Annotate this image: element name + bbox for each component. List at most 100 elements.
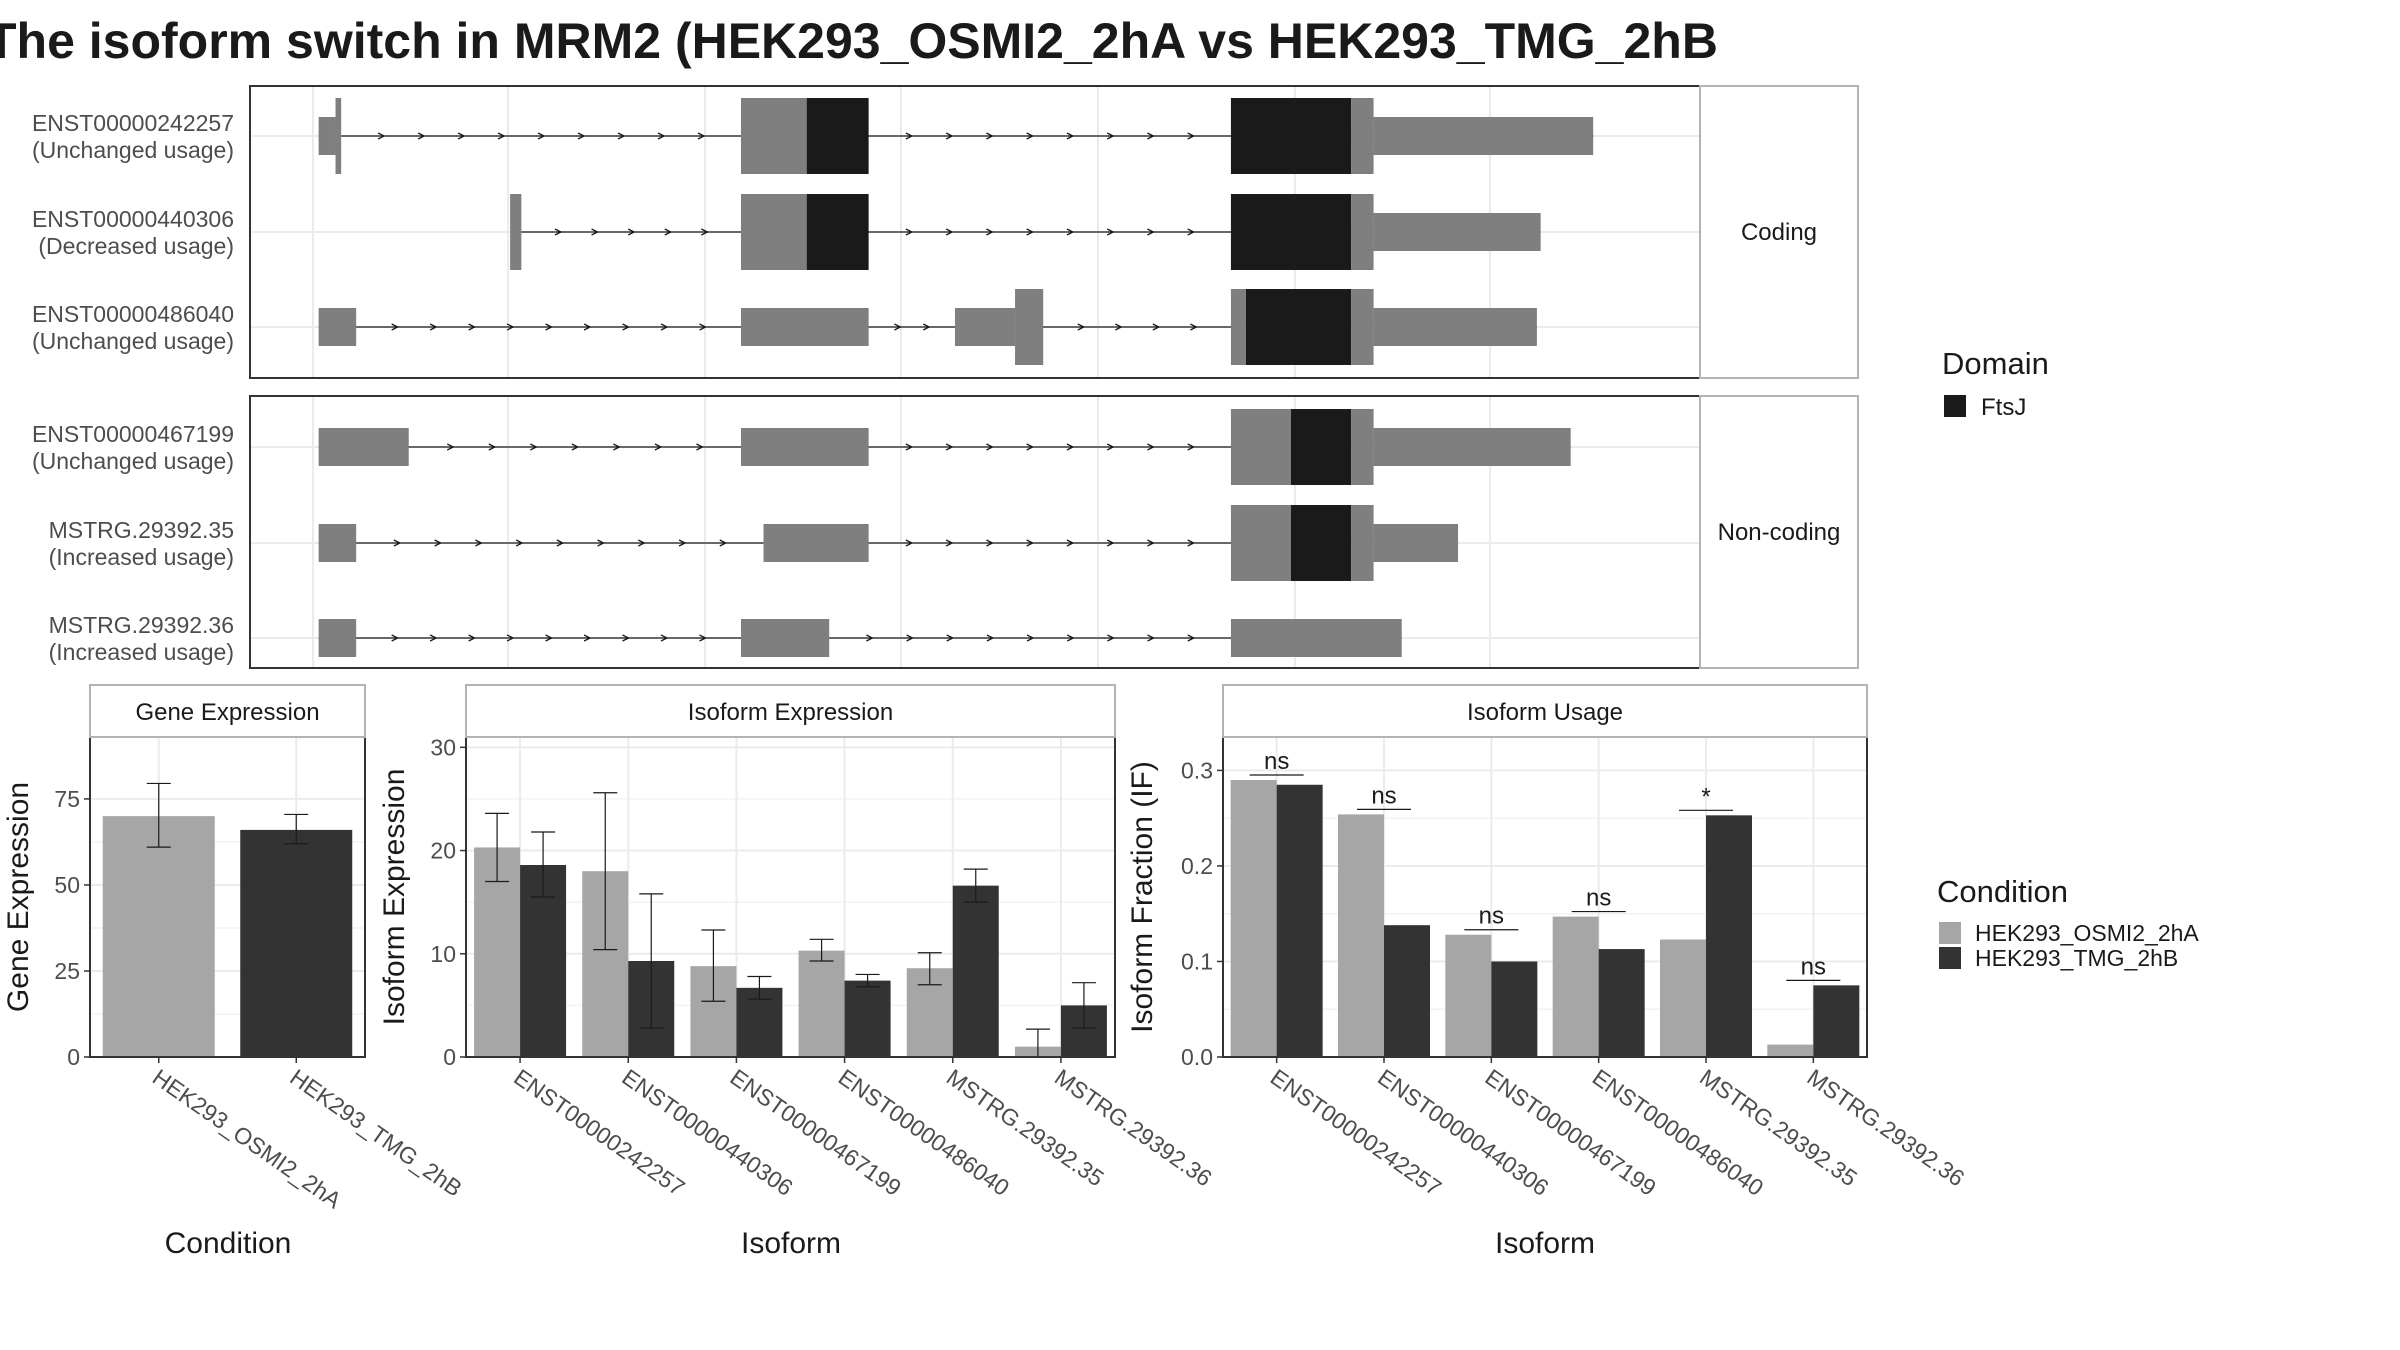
panel-strip — [465, 684, 1116, 738]
strand-arrow — [1106, 443, 1115, 451]
y-tick-label: 30 — [430, 734, 456, 760]
y-tick-label: 0 — [67, 1044, 80, 1070]
strand-arrow — [468, 323, 477, 331]
strand-arrow — [719, 539, 728, 547]
exon-block — [318, 619, 357, 657]
exon-block — [954, 308, 1016, 346]
exon-block — [763, 524, 869, 562]
strand-arrow — [922, 323, 931, 331]
transcript-id: MSTRG.29392.35 — [49, 517, 234, 543]
strand-arrow — [468, 634, 477, 642]
y-tick-label: 0.3 — [1181, 757, 1213, 783]
strand-arrow — [488, 443, 497, 451]
y-tick-label: 0 — [443, 1044, 456, 1070]
exon-block — [1351, 194, 1374, 270]
legend-label: HEK293_TMG_2hB — [1975, 945, 2178, 971]
strand-arrow — [905, 443, 914, 451]
strand-arrow — [391, 634, 400, 642]
strand-arrow — [429, 634, 438, 642]
strand-arrow — [1190, 323, 1198, 331]
strand-arrow — [1187, 228, 1196, 236]
y-tick-label: 25 — [54, 958, 80, 984]
strand-arrow — [696, 443, 704, 451]
strand-arrow — [1107, 634, 1115, 642]
transcript-track: MSTRG.29392.35(Increased usage) — [49, 505, 1459, 581]
facet-label: Non-coding — [1718, 519, 1841, 546]
structure-facet: ENST00000242257(Unchanged usage) ENST0000… — [32, 85, 1859, 379]
bar — [1384, 925, 1430, 1057]
strand-arrow — [622, 634, 630, 642]
exon-block — [1373, 524, 1459, 562]
strand-arrow — [1026, 539, 1035, 547]
y-axis-label: Isoform Fraction (IF) — [1126, 761, 1159, 1033]
x-tick-label: ENST00000440306 — [1373, 1064, 1553, 1201]
x-axis-label: Isoform — [741, 1227, 841, 1260]
figure-title: The isoform switch in MRM2 (HEK293_OSMI2… — [0, 13, 1718, 69]
transcript-label: ENST00000467199(Unchanged usage) — [32, 421, 234, 474]
exon-block — [1373, 308, 1537, 346]
strand-arrow — [945, 539, 954, 547]
bar — [798, 950, 845, 1057]
exon-block — [1351, 98, 1374, 174]
y-tick-label: 0.2 — [1181, 853, 1213, 879]
bar-panel: Isoform Expression 0 10 20 30 Isoform Express… — [378, 684, 1217, 1260]
exon-block — [318, 524, 357, 562]
strand-arrow — [1147, 228, 1155, 236]
bar — [1660, 939, 1706, 1057]
strand-arrow — [905, 228, 914, 236]
exon-block — [1373, 213, 1541, 251]
transcript-id: ENST00000486040 — [32, 301, 234, 327]
transcript-usage: (Unchanged usage) — [32, 328, 234, 354]
transcript-label: MSTRG.29392.35(Increased usage) — [49, 517, 234, 570]
strand-arrow — [946, 634, 955, 642]
legend-title: Domain — [1942, 346, 2049, 381]
panel-strip — [1222, 684, 1868, 738]
panel-strip — [89, 684, 366, 738]
legend-label: HEK293_OSMI2_2hA — [1975, 920, 2199, 946]
facet-label: Coding — [1741, 219, 1817, 246]
strand-arrow — [613, 443, 621, 451]
strand-arrow — [417, 132, 426, 140]
strand-arrow — [622, 323, 630, 331]
transcript-track: MSTRG.29392.36(Increased usage) — [49, 612, 1402, 665]
strand-arrow — [657, 132, 666, 140]
y-tick-label: 50 — [54, 872, 80, 898]
transcript-usage: (Increased usage) — [49, 544, 234, 570]
strand-arrow — [986, 228, 994, 236]
strand-arrow — [571, 443, 580, 451]
transcript-id: MSTRG.29392.36 — [49, 612, 234, 638]
bar — [240, 829, 353, 1057]
strand-arrow — [664, 228, 673, 236]
significance-label: ns — [1586, 885, 1611, 912]
strand-arrow — [1066, 634, 1075, 642]
strand-arrow — [1066, 228, 1075, 236]
significance-label: ns — [1801, 953, 1826, 980]
bar — [1230, 779, 1277, 1057]
strand-arrow — [1114, 323, 1123, 331]
legend-title: Condition — [1937, 874, 2068, 909]
transcript-label: ENST00000440306(Decreased usage) — [32, 206, 234, 259]
bar — [1598, 949, 1645, 1057]
x-tick-label: ENST00000242257 — [1266, 1064, 1446, 1201]
y-tick-label: 0.0 — [1181, 1044, 1213, 1070]
panel-title: Gene Expression — [135, 699, 319, 726]
exon-block — [318, 117, 336, 155]
strand-arrow — [391, 323, 400, 331]
legend-swatch — [1944, 395, 1966, 417]
strand-arrow — [1026, 634, 1035, 642]
y-axis-label: Gene Expression — [2, 782, 35, 1012]
exon-block — [1230, 289, 1246, 365]
exon-block — [740, 428, 869, 466]
strand-arrow — [377, 132, 386, 140]
transcript-label: ENST00000242257(Unchanged usage) — [32, 110, 234, 163]
strand-arrow — [699, 634, 707, 642]
strand-arrow — [537, 132, 546, 140]
transcript-track: ENST00000467199(Unchanged usage) — [32, 409, 1571, 485]
panel-title: Isoform Usage — [1467, 699, 1623, 726]
domain-block — [1230, 194, 1352, 270]
bar — [952, 885, 999, 1057]
strand-arrow — [434, 539, 443, 547]
y-axis-label: Isoform Expression — [378, 769, 411, 1026]
